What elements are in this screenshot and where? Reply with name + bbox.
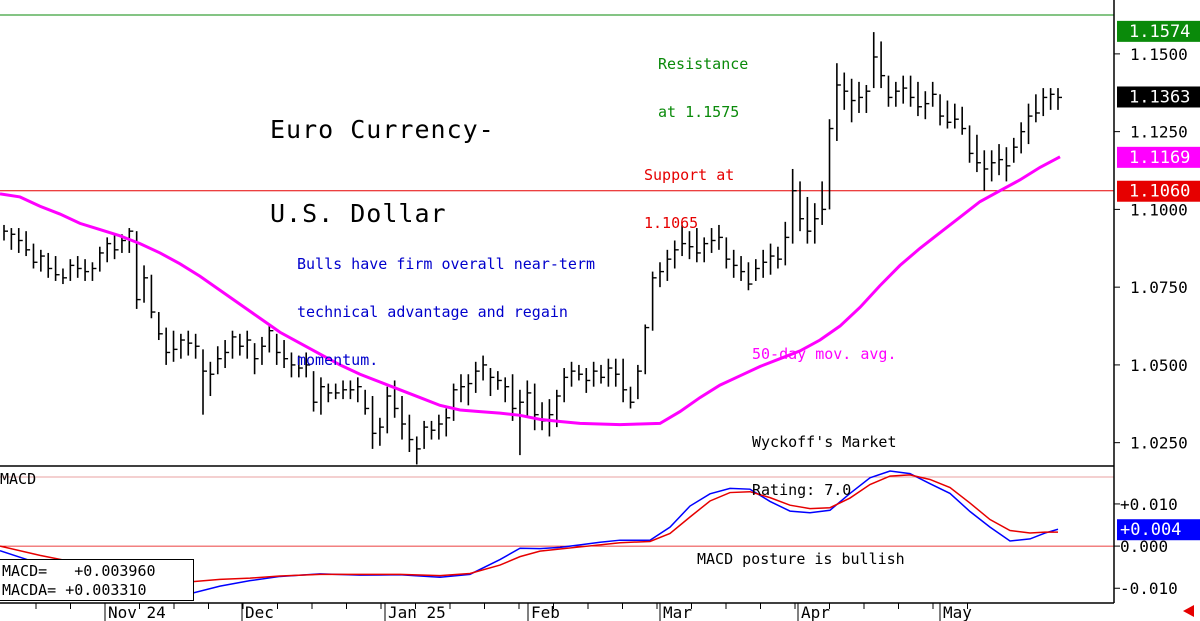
macd-y-tick-label: -0.010 <box>1120 579 1178 598</box>
resistance-label-1: Resistance <box>658 55 749 73</box>
price-badge <box>1117 20 1200 42</box>
macd-panel-label: MACD <box>0 470 37 488</box>
moving-average-line <box>0 155 1061 427</box>
title-line-1: Euro Currency- <box>270 115 495 144</box>
price-badge <box>1117 180 1200 202</box>
price-badge-label: 1.1363 <box>1129 87 1190 107</box>
macd-y-tick-label: +0.010 <box>1120 495 1178 514</box>
macd-badge-label: +0.004 <box>1120 520 1181 540</box>
scroll-left-icon <box>1183 605 1194 617</box>
x-tick-label: Feb <box>531 603 560 621</box>
macd-series-line <box>0 474 1058 583</box>
y-tick-label: 1.1250 <box>1130 123 1188 142</box>
support-label-2: 1.1065 <box>644 214 699 232</box>
y-tick-label: 1.1000 <box>1130 200 1188 219</box>
price-badge <box>1117 86 1200 108</box>
commentary-line-1: Bulls have firm overall near-term <box>297 255 596 273</box>
x-tick-label: Nov 24 <box>108 603 166 621</box>
macd-y-tick-label: 0.000 <box>1120 537 1168 556</box>
rating-line-2: Rating: 7.0 <box>752 481 852 499</box>
ma-label: 50-day mov. avg. <box>752 345 897 363</box>
macd-panel <box>0 470 1114 595</box>
x-tick-label: Jan 25 <box>388 603 446 621</box>
support-label-1: Support at <box>644 166 735 184</box>
commentary-line-2: technical advantage and regain <box>297 303 568 321</box>
x-tick-label: Mar <box>663 603 692 621</box>
rating-line-1: Wyckoff's Market <box>752 433 897 451</box>
macd-series-line <box>0 470 1059 595</box>
legend-macda: MACDA= +0.003310 <box>2 581 147 599</box>
price-panel <box>0 14 1114 467</box>
price-badge-label: 1.1169 <box>1129 148 1190 168</box>
x-tick-label: May <box>943 603 972 621</box>
x-tick-label: Apr <box>801 603 830 621</box>
macd-legend: MACD= +0.003960 MACDA= +0.003310 <box>0 559 194 601</box>
support-annotation: Support at 1.1065 <box>644 135 734 247</box>
price-badge <box>1117 146 1200 168</box>
y-tick-label: 1.0500 <box>1130 356 1188 375</box>
resistance-label-2: at 1.1575 <box>658 103 740 121</box>
price-badge-label: 1.1060 <box>1129 182 1190 202</box>
x-tick-label: Dec <box>245 603 274 621</box>
y-tick-label: 1.0250 <box>1130 434 1188 453</box>
commentary-line-3: momentum. <box>297 351 379 369</box>
y-tick-label: 1.0750 <box>1130 278 1188 297</box>
macd-posture-annotation: MACD posture is bullish <box>697 550 905 568</box>
commentary-annotation: Bulls have firm overall near-term techni… <box>297 224 595 384</box>
macd-badge <box>1117 519 1200 541</box>
y-tick-label: 1.1500 <box>1130 45 1188 64</box>
title-line-2: U.S. Dollar <box>270 199 447 228</box>
legend-macd: MACD= +0.003960 <box>2 562 156 580</box>
chart-title: Euro Currency- U.S. Dollar <box>270 60 495 256</box>
rating-annotation: Wyckoff's Market Rating: 7.0 <box>752 402 897 514</box>
price-badge-label: 1.1574 <box>1129 22 1190 42</box>
resistance-annotation: Resistance at 1.1575 <box>658 24 748 136</box>
